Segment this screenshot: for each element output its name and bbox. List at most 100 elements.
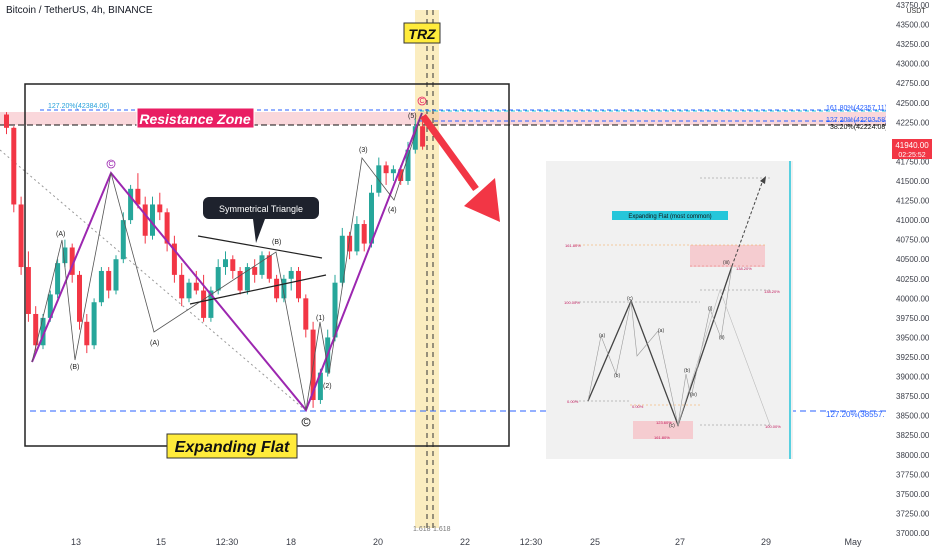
candles-layer — [4, 112, 426, 408]
candle-body — [4, 114, 9, 128]
triangle-lower-line — [189, 274, 327, 305]
inset-wave-label: (iii) — [723, 260, 730, 266]
inset-title-box — [612, 211, 728, 220]
time-tick-label: 22 — [460, 537, 470, 547]
price-tick-label: 37250.00 — [896, 509, 930, 518]
expanding-flat-label: Expanding Flat — [175, 439, 290, 456]
price-badge-price: 41940.00 — [895, 141, 929, 150]
price-tick-label: 42250.00 — [896, 118, 930, 127]
wave-label-3: (3) — [359, 147, 368, 154]
candle-body — [47, 294, 53, 318]
trz-label-box — [403, 22, 441, 44]
inset-wave-label: (i) — [708, 306, 713, 312]
chart-title: Bitcoin / TetherUS, 4h, BINANCE — [6, 5, 153, 16]
candle-body — [332, 282, 338, 338]
candle-body — [376, 165, 382, 193]
candle-body — [113, 259, 119, 291]
inset-pct-label: 161.80% — [565, 243, 581, 248]
triangle-upper-line — [197, 235, 323, 259]
candle-body — [25, 267, 31, 314]
inset-pct-label: 161.80% — [654, 435, 670, 440]
price-tick-label: 42500.00 — [896, 99, 930, 108]
price-tick-label: 40000.00 — [896, 294, 930, 303]
wave-label-a-mid: (A) — [150, 340, 159, 347]
price-axis-bg — [886, 0, 932, 550]
candle-body — [412, 126, 418, 150]
price-tick-label: 38500.00 — [896, 412, 930, 421]
candle-body — [120, 220, 126, 260]
wave-label-b-mid: (B) — [272, 239, 281, 246]
time-tick-label: 20 — [373, 537, 383, 547]
candle-body — [259, 255, 265, 275]
candle-body — [347, 235, 353, 252]
inset-wave-label: (b) — [684, 368, 690, 374]
wave-circle-c-final — [417, 96, 427, 106]
inset-sub-path — [587, 265, 733, 426]
inset-background — [546, 161, 793, 459]
candle-body — [383, 165, 389, 174]
symmetrical-triangle-label: Symmetrical Triangle — [219, 204, 303, 214]
grey-wave-path — [31, 112, 423, 411]
inset-pct-label: 100.00% — [564, 300, 580, 305]
dotted-trendline — [0, 149, 306, 411]
time-tick-label: 12:30 — [216, 537, 239, 547]
inset-arrow-head — [760, 176, 766, 184]
label-fib-1272: 127.20%(42203.58) — [826, 117, 888, 124]
label-ext-127-left: 127.20%(42384.06) — [48, 103, 110, 110]
candle-body — [11, 127, 17, 205]
candle-body — [33, 313, 39, 346]
price-tick-label: 41250.00 — [896, 197, 930, 206]
price-tick-label: 39500.00 — [896, 333, 930, 342]
resistance-label-box — [136, 107, 255, 129]
inset-pct-label: 123.60% — [656, 420, 672, 425]
expanding-flat-label-box — [166, 433, 298, 459]
label-fib-1618: 161.80%(42357.11) — [826, 105, 887, 112]
candle-body — [274, 278, 280, 299]
time-tick-label: 12:30 — [520, 537, 543, 547]
candle-body — [186, 282, 192, 299]
candle-body — [361, 224, 367, 244]
candle-body — [69, 247, 75, 275]
time-axis[interactable]: 13 15 12:30 18 20 22 12:30 25 27 29 May — [71, 537, 862, 547]
candle-body — [252, 267, 258, 275]
price-tick-label: 40500.00 — [896, 255, 930, 264]
wave-label-c-bottom: C — [303, 419, 308, 426]
red-arrow-head — [464, 178, 500, 222]
candle-body — [62, 247, 68, 264]
price-tick-label: 38750.00 — [896, 392, 930, 401]
purple-abc-path — [31, 112, 423, 412]
price-tick-label: 38000.00 — [896, 451, 930, 460]
inset-pct-label: 138.20% — [736, 266, 752, 271]
resistance-zone-band — [0, 112, 886, 125]
candle-body — [77, 274, 82, 322]
wave-circle-c-top — [106, 159, 116, 169]
candle-body — [390, 169, 396, 174]
candle-body — [40, 317, 46, 346]
candle-body — [398, 169, 404, 181]
candle-body — [296, 270, 301, 299]
price-tick-label: 43250.00 — [896, 40, 930, 49]
wave-label-2: (2) — [323, 383, 332, 390]
price-tick-label: 38250.00 — [896, 431, 930, 440]
candle-body — [98, 270, 104, 303]
candle-body — [405, 149, 411, 181]
price-tick-label: 40250.00 — [896, 275, 930, 284]
price-axis[interactable]: 43750.00 43500.00 43250.00 43000.00 42750.00… — [886, 0, 932, 550]
candle-body — [281, 278, 287, 299]
candle-body — [230, 259, 236, 271]
inset-pct-label: 138.20% — [764, 289, 780, 294]
candle-body — [208, 290, 214, 318]
price-badge-box — [892, 139, 932, 159]
inset-wave-label: (iv) — [690, 392, 697, 398]
price-tick-label: 37000.00 — [896, 529, 930, 538]
inset-wave-label: (a) — [599, 333, 605, 339]
candle-body — [55, 263, 61, 295]
price-tick-label: 39000.00 — [896, 373, 930, 382]
red-arrow-shaft — [420, 113, 479, 192]
price-tick-label: 41000.00 — [896, 216, 930, 225]
candle-body — [91, 302, 97, 346]
candle-body — [150, 204, 155, 236]
wave-label-4: (4) — [388, 207, 397, 214]
price-tick-label: 37750.00 — [896, 470, 930, 479]
